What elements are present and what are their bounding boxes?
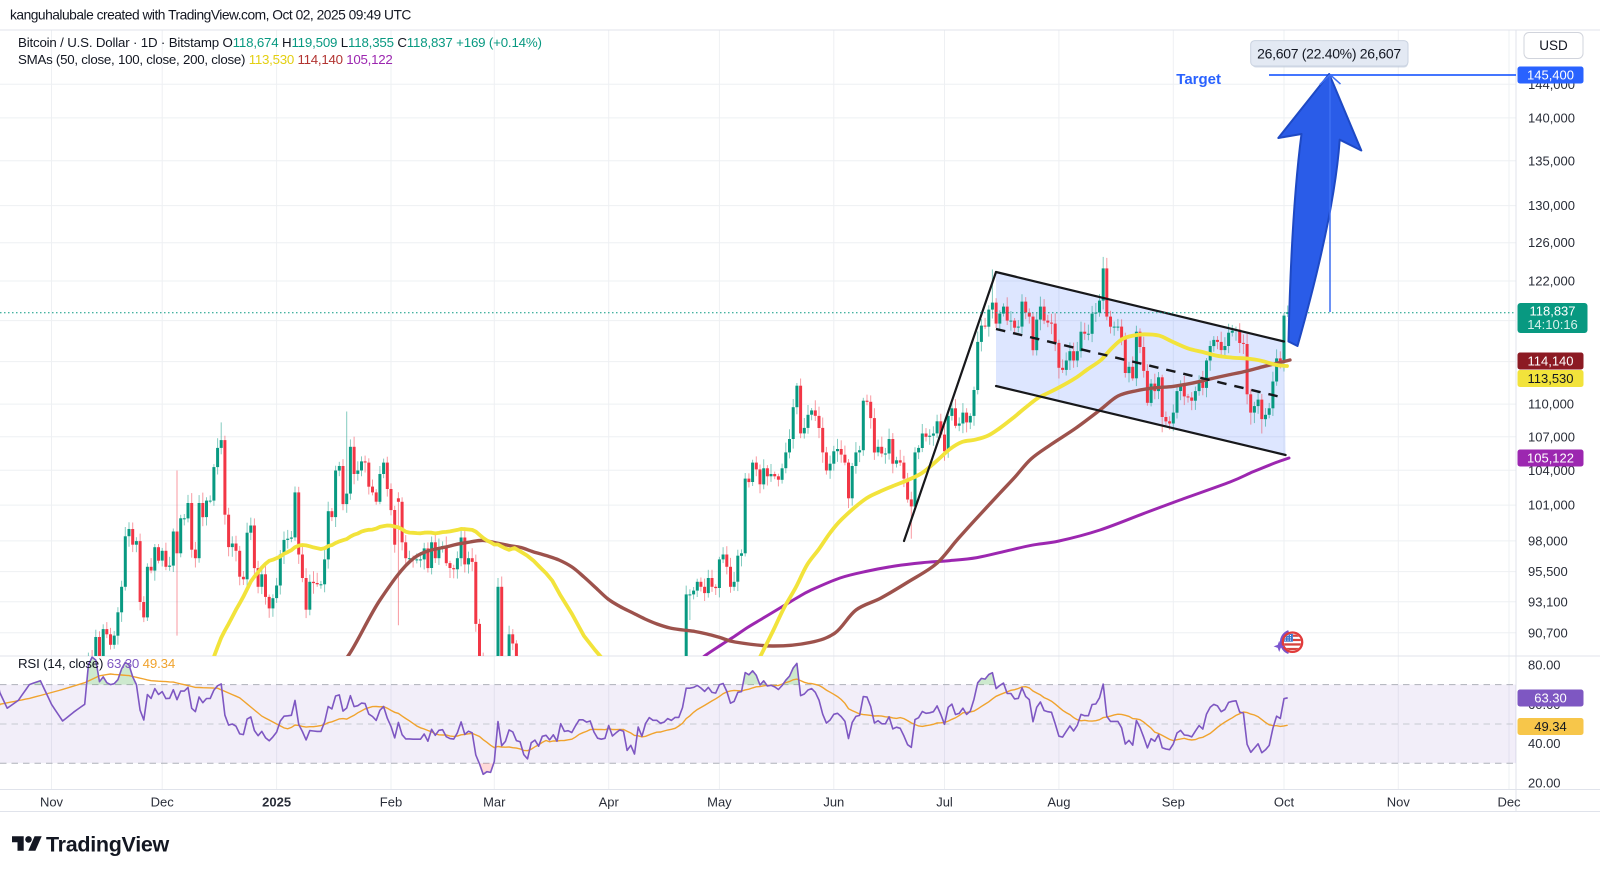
- svg-text:RSI (14, close) 63.30 49.34: RSI (14, close) 63.30 49.34: [18, 656, 175, 671]
- svg-text:Nov: Nov: [40, 795, 64, 810]
- svg-text:126,000: 126,000: [1528, 235, 1575, 250]
- svg-text:140,000: 140,000: [1528, 110, 1575, 125]
- svg-text:Jun: Jun: [823, 795, 844, 810]
- svg-text:93,100: 93,100: [1528, 594, 1568, 609]
- svg-text:49.34: 49.34: [1534, 719, 1567, 734]
- svg-text:80.00: 80.00: [1528, 658, 1561, 673]
- svg-text:SMAs (50, close, 100, close, 2: SMAs (50, close, 100, close, 200, close)…: [18, 52, 393, 67]
- svg-text:113,530: 113,530: [1527, 371, 1573, 386]
- svg-text:2025: 2025: [262, 795, 291, 810]
- svg-text:Dec: Dec: [1497, 795, 1521, 810]
- svg-text:98,000: 98,000: [1528, 533, 1568, 548]
- svg-text:Feb: Feb: [380, 795, 402, 810]
- svg-text:135,000: 135,000: [1528, 153, 1575, 168]
- svg-text:101,000: 101,000: [1528, 498, 1575, 513]
- svg-text:40.00: 40.00: [1528, 736, 1561, 751]
- svg-text:14:10:16: 14:10:16: [1527, 317, 1578, 332]
- svg-text:130,000: 130,000: [1528, 198, 1575, 213]
- svg-text:63.30: 63.30: [1534, 690, 1567, 705]
- svg-text:105,122: 105,122: [1527, 450, 1574, 465]
- svg-text:90,700: 90,700: [1528, 625, 1568, 640]
- svg-text:20.00: 20.00: [1528, 775, 1561, 790]
- svg-text:114,140: 114,140: [1527, 353, 1573, 368]
- svg-text:Aug: Aug: [1047, 795, 1070, 810]
- svg-text:145,400: 145,400: [1527, 67, 1574, 82]
- svg-text:Sep: Sep: [1162, 795, 1185, 810]
- svg-text:Bitcoin / U.S. Dollar · 1D · B: Bitcoin / U.S. Dollar · 1D · Bitstamp O1…: [18, 35, 542, 50]
- svg-text:104,000: 104,000: [1528, 463, 1575, 478]
- svg-text:Jul: Jul: [936, 795, 953, 810]
- svg-text:Target: Target: [1176, 71, 1221, 88]
- svg-text:122,000: 122,000: [1528, 274, 1575, 289]
- svg-text:95,500: 95,500: [1528, 564, 1568, 579]
- svg-text:May: May: [707, 795, 732, 810]
- svg-text:107,000: 107,000: [1528, 429, 1575, 444]
- svg-text:Mar: Mar: [483, 795, 506, 810]
- svg-text:USD: USD: [1539, 38, 1568, 53]
- svg-text:Dec: Dec: [151, 795, 175, 810]
- svg-text:TradingView: TradingView: [46, 833, 170, 857]
- svg-text:kanguhalubale created with Tra: kanguhalubale created with TradingView.c…: [10, 8, 411, 23]
- svg-text:110,000: 110,000: [1528, 397, 1574, 412]
- svg-text:Apr: Apr: [599, 795, 620, 810]
- svg-text:Nov: Nov: [1387, 795, 1411, 810]
- svg-text:Oct: Oct: [1274, 795, 1295, 810]
- svg-text:118,837: 118,837: [1529, 304, 1575, 319]
- svg-text:26,607 (22.40%) 26,607: 26,607 (22.40%) 26,607: [1257, 46, 1401, 62]
